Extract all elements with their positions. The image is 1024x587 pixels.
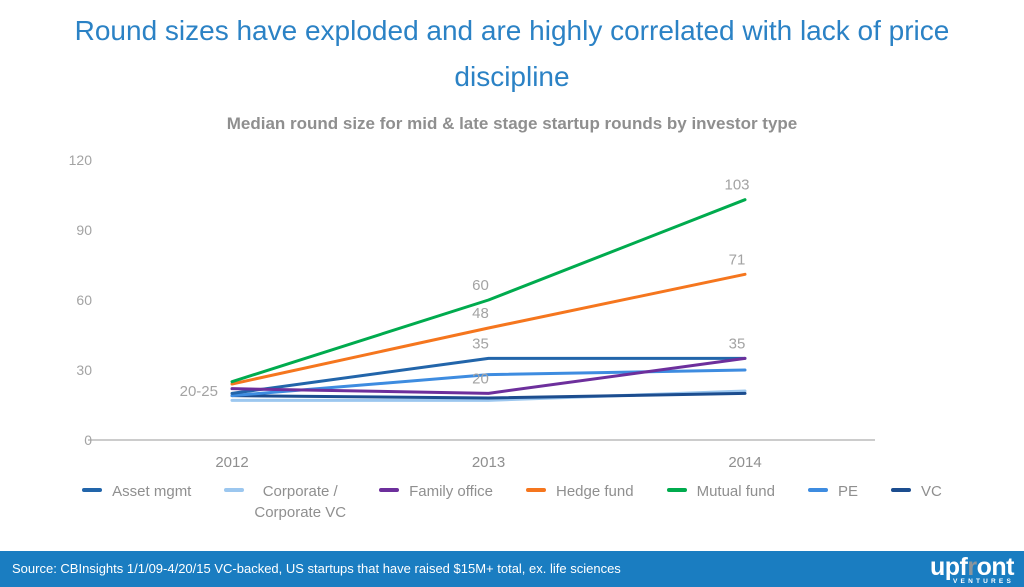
value-label-35: 35 [729,335,746,352]
value-label-48: 48 [472,305,489,322]
legend-label: Asset mgmt [112,483,192,500]
logo-wordmark: upfront [930,553,1015,581]
legend-swatch [379,488,400,492]
chart-legend: Asset mgmt Corporate / Corporate VC Family… [0,481,1024,523]
series-line-pe [230,368,747,398]
value-label-20-25: 20-25 [180,383,218,400]
y-tick-label-120: 120 [69,152,93,168]
legend-item-pe: PE [807,481,858,502]
y-tick-label-0: 0 [84,432,92,448]
y-tick-label-30: 30 [76,362,92,378]
series-line-hedge-fund [230,272,747,386]
source-text: Source: CBInsights 1/1/09-4/20/15 VC-bac… [12,561,621,576]
series-line-asset-mgmt [230,356,747,395]
logo-part-upf: upf [930,553,968,581]
value-label-60: 60 [472,277,489,294]
logo-part-r: r [967,553,977,581]
y-tick-label-60: 60 [76,292,92,308]
slide-title: Round sizes have exploded and are highly… [74,15,950,92]
line-chart: 0 30 60 90 120 2012 2013 2014 20-25 60 48 35 20 103 71… [69,152,875,471]
x-tick-label-2013: 2013 [472,454,505,471]
series-line-mutual-fund [230,198,747,384]
legend-item-hedge-fund: Hedge fund [526,481,634,502]
logo-part-ont: ont [976,553,1015,581]
legend-swatch [526,488,546,492]
legend-swatch [224,488,245,492]
y-tick-label-90: 90 [76,222,92,238]
legend-swatch [890,488,911,492]
footer-bar: Source: CBInsights 1/1/09-4/20/15 VC-bac… [0,551,1024,587]
series-line-vc [230,391,747,400]
value-label-20: 20 [472,370,489,387]
legend-label: Mutual fund [696,483,775,500]
legend-item-asset-mgmt: Asset mgmt [82,481,191,502]
logo-subtext: VENTURES [953,578,1014,585]
value-label-103: 103 [724,177,749,194]
value-label-35: 35 [472,335,489,352]
legend-swatch [82,488,103,492]
legend-label: Family office [409,483,493,500]
chart-title: Median round size for mid & late stage s… [226,114,798,133]
legend-label: Corporate / Corporate VC [254,483,347,521]
legend-item-corporate-corporate-vc: Corporate / Corporate VC [224,481,346,523]
legend-item-family-office: Family office [379,481,493,502]
legend-label: VC [920,483,942,500]
x-tick-label-2014: 2014 [728,454,761,471]
value-label-71: 71 [729,251,746,268]
legend-item-vc: VC [890,481,942,502]
legend-swatch [666,488,687,492]
legend-label: Hedge fund [556,483,634,500]
legend-swatch [807,488,828,492]
series-line-family-office [230,356,747,395]
legend-item-mutual-fund: Mutual fund [666,481,775,502]
upfront-ventures-logo: upfront VENTURES [930,553,1015,586]
x-tick-label-2012: 2012 [215,454,248,471]
legend-label: PE [837,483,858,500]
